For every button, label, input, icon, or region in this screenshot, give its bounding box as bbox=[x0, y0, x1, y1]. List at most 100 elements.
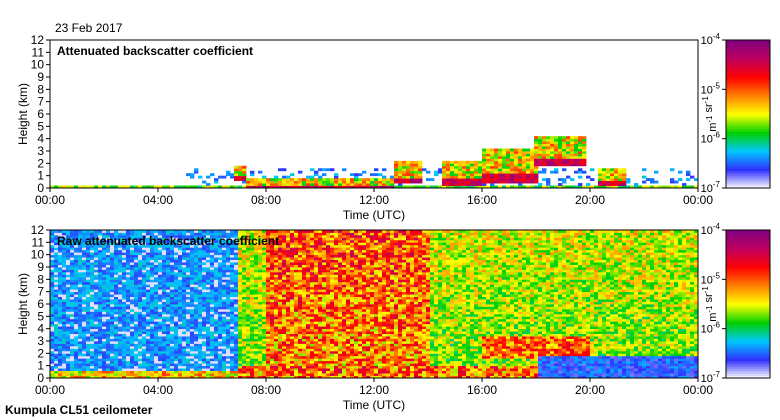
heatmap-cell bbox=[262, 274, 267, 278]
heatmap-cell bbox=[86, 375, 91, 379]
heatmap-cell bbox=[286, 230, 291, 233]
heatmap-cell bbox=[50, 244, 55, 248]
heatmap-cell bbox=[442, 185, 447, 189]
heatmap-cell bbox=[218, 345, 223, 349]
heatmap-cell bbox=[530, 173, 535, 177]
heatmap-cell bbox=[238, 306, 243, 310]
heatmap-cell bbox=[350, 178, 355, 181]
heatmap-cell bbox=[226, 375, 231, 379]
heatmap-cell bbox=[50, 291, 55, 295]
heatmap-cell bbox=[70, 269, 75, 273]
heatmap-cell bbox=[510, 158, 515, 162]
heatmap-cell bbox=[182, 328, 187, 332]
heatmap-cell bbox=[174, 296, 179, 300]
heatmap-cell bbox=[130, 301, 135, 305]
heatmap-cell bbox=[206, 242, 211, 246]
heatmap-cell bbox=[290, 291, 295, 295]
heatmap-cell bbox=[274, 257, 279, 260]
heatmap-cell bbox=[262, 316, 267, 320]
heatmap-cell bbox=[606, 185, 611, 189]
heatmap-cell bbox=[158, 365, 163, 369]
heatmap-cell bbox=[578, 163, 583, 167]
heatmap-cell bbox=[334, 175, 339, 179]
colorbar-segment bbox=[726, 146, 770, 150]
heatmap-cell bbox=[494, 178, 499, 181]
heatmap-cell bbox=[526, 175, 531, 179]
heatmap-cell bbox=[166, 348, 171, 352]
heatmap-cell bbox=[98, 230, 103, 233]
heatmap-cell bbox=[78, 350, 83, 354]
heatmap-cell bbox=[306, 311, 311, 315]
heatmap-cell bbox=[58, 326, 63, 330]
heatmap-cell bbox=[258, 296, 263, 300]
heatmap-cell bbox=[454, 170, 459, 174]
heatmap-cell bbox=[158, 375, 163, 379]
heatmap-cell bbox=[278, 244, 283, 248]
heatmap-cell bbox=[290, 173, 295, 177]
heatmap-cell bbox=[230, 328, 235, 332]
heatmap-cell bbox=[234, 286, 239, 290]
heatmap-cell bbox=[262, 284, 267, 288]
heatmap-cell bbox=[70, 348, 75, 352]
heatmap-cell bbox=[266, 353, 271, 357]
heatmap-cell bbox=[130, 341, 135, 344]
heatmap-cell bbox=[302, 328, 307, 332]
heatmap-cell bbox=[174, 341, 179, 344]
heatmap-cell bbox=[218, 262, 223, 265]
heatmap-cell bbox=[50, 333, 55, 337]
heatmap-cell bbox=[482, 180, 487, 184]
heatmap-cell bbox=[274, 230, 279, 233]
heatmap-cell bbox=[274, 355, 279, 359]
heatmap-cell bbox=[302, 318, 307, 322]
heatmap-cell bbox=[66, 291, 71, 295]
heatmap-cell bbox=[110, 232, 115, 236]
heatmap-cell bbox=[274, 178, 279, 181]
heatmap-cell bbox=[194, 358, 199, 362]
heatmap-cell bbox=[70, 353, 75, 357]
heatmap-cell bbox=[246, 358, 251, 362]
heatmap-cell bbox=[138, 296, 143, 300]
heatmap-cell bbox=[230, 284, 235, 288]
heatmap-cell bbox=[142, 234, 147, 238]
heatmap-cell bbox=[122, 345, 127, 349]
heatmap-cell bbox=[82, 269, 87, 273]
heatmap-cell bbox=[130, 326, 135, 330]
heatmap-cell bbox=[70, 276, 75, 280]
heatmap-cell bbox=[274, 183, 279, 186]
heatmap-cell bbox=[514, 173, 519, 177]
heatmap-cell bbox=[70, 239, 75, 243]
heatmap-cell bbox=[170, 321, 175, 325]
heatmap-cell bbox=[114, 348, 119, 352]
heatmap-cell bbox=[302, 257, 307, 260]
heatmap-cell bbox=[182, 276, 187, 280]
heatmap-cell bbox=[282, 311, 287, 315]
heatmap-cell bbox=[242, 333, 247, 337]
heatmap-cell bbox=[270, 348, 275, 352]
heatmap-cell bbox=[546, 146, 551, 149]
heatmap-cell bbox=[50, 257, 55, 260]
heatmap-cell bbox=[242, 308, 247, 312]
heatmap-cell bbox=[102, 252, 107, 256]
heatmap-cell bbox=[302, 247, 307, 251]
heatmap-cell bbox=[286, 239, 291, 243]
heatmap-cell bbox=[134, 313, 139, 317]
heatmap-cell bbox=[94, 249, 99, 253]
heatmap-cell bbox=[518, 155, 523, 159]
heatmap-cell bbox=[154, 232, 159, 236]
heatmap-cell bbox=[542, 138, 547, 142]
heatmap-cell bbox=[150, 269, 155, 273]
heatmap-cell bbox=[482, 173, 487, 177]
heatmap-cell bbox=[174, 242, 179, 246]
heatmap-cell bbox=[70, 360, 75, 364]
heatmap-cell bbox=[246, 299, 251, 302]
heatmap-cell bbox=[114, 289, 119, 293]
heatmap-cell bbox=[150, 308, 155, 312]
heatmap-cell bbox=[82, 326, 87, 330]
heatmap-cell bbox=[122, 286, 127, 290]
heatmap-cell bbox=[310, 363, 315, 367]
heatmap-cell bbox=[410, 160, 415, 164]
heatmap-cell bbox=[114, 360, 119, 364]
heatmap-cell bbox=[110, 291, 115, 295]
heatmap-cell bbox=[178, 284, 183, 288]
